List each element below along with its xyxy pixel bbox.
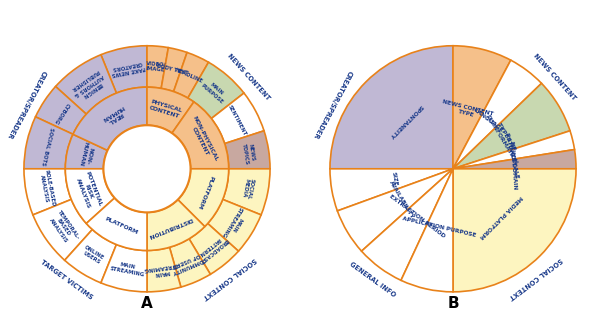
Wedge shape (65, 169, 115, 223)
Text: A: A (141, 297, 153, 311)
Text: NON-PHYSICAL
CONTENT: NON-PHYSICAL CONTENT (187, 116, 219, 165)
Text: GENERAL INFO: GENERAL INFO (348, 261, 397, 299)
Wedge shape (453, 150, 576, 169)
Wedge shape (65, 134, 107, 169)
Wedge shape (453, 60, 542, 169)
Text: NEWS
TOPICS: NEWS TOPICS (241, 141, 255, 164)
Text: TARGET VICTIMS: TARGET VICTIMS (39, 259, 94, 301)
Text: CREATOR/SPREADER: CREATOR/SPREADER (311, 69, 352, 140)
Wedge shape (147, 247, 181, 292)
Text: NON-
HUMAN: NON- HUMAN (78, 141, 94, 168)
Wedge shape (211, 93, 264, 144)
Text: BROADCAST
PATTERN: BROADCAST PATTERN (194, 233, 229, 264)
Wedge shape (189, 223, 238, 274)
Wedge shape (103, 125, 191, 213)
Wedge shape (223, 169, 270, 215)
Text: EXTRACTION PERIOD: EXTRACTION PERIOD (388, 194, 446, 239)
Text: FAKE NEWS
CREATORS: FAKE NEWS CREATORS (110, 60, 145, 77)
Text: VIDEO/
IMAGE: VIDEO/ IMAGE (145, 61, 167, 73)
Wedge shape (147, 87, 194, 133)
Wedge shape (208, 199, 261, 251)
Wedge shape (453, 46, 511, 169)
Wedge shape (147, 46, 169, 88)
Text: COMMUNITY
OF USERS: COMMUNITY OF USERS (168, 251, 206, 275)
Wedge shape (101, 46, 147, 93)
Wedge shape (224, 131, 270, 169)
Wedge shape (24, 169, 71, 215)
Wedge shape (330, 46, 453, 169)
Wedge shape (401, 169, 453, 292)
Text: SIZE: SIZE (390, 172, 398, 187)
Wedge shape (86, 198, 147, 251)
Text: SOCIAL BOTS: SOCIAL BOTS (40, 126, 54, 165)
Text: ONLINE
USERS: ONLINE USERS (80, 245, 105, 266)
Wedge shape (362, 169, 453, 280)
Text: REAL
HUMAN: REAL HUMAN (100, 105, 127, 127)
Wedge shape (161, 48, 187, 92)
Wedge shape (35, 86, 86, 134)
Wedge shape (188, 62, 244, 118)
Text: TEMPORAL-
BASED
ANALYSIS: TEMPORAL- BASED ANALYSIS (46, 209, 80, 246)
Wedge shape (56, 55, 116, 114)
Text: ROLE-BASED
ANALYSIS: ROLE-BASED ANALYSIS (38, 169, 55, 208)
Text: HEADLINE: HEADLINE (174, 67, 203, 84)
Text: POTENTIAL
RISK
ANALYSIS: POTENTIAL RISK ANALYSIS (74, 171, 103, 212)
Text: PLATFORM: PLATFORM (104, 216, 139, 236)
Text: NEWS CONTENT: NEWS CONTENT (533, 53, 577, 101)
Text: LANGUAGE: LANGUAGE (473, 108, 505, 134)
Text: SOCIAL CONTEXT: SOCIAL CONTEXT (202, 257, 257, 300)
Text: B: B (447, 297, 459, 311)
Wedge shape (147, 200, 205, 251)
Text: DISTRIBUTION: DISTRIBUTION (148, 216, 193, 238)
Wedge shape (170, 239, 211, 287)
Text: MAIN
PURPOSE: MAIN PURPOSE (200, 78, 228, 105)
Text: RATING SCALE: RATING SCALE (503, 132, 519, 179)
Wedge shape (73, 87, 147, 150)
Text: MAIN
STREAMING: MAIN STREAMING (220, 205, 248, 241)
Text: NEWS CONTENT: NEWS CONTENT (227, 53, 271, 101)
Text: NEWS DOMAIN: NEWS DOMAIN (509, 140, 517, 189)
Text: PHYSICAL
CONTENT: PHYSICAL CONTENT (148, 99, 182, 119)
Text: MAIN
STREAMING: MAIN STREAMING (109, 260, 146, 278)
Text: SENTIMENT: SENTIMENT (227, 105, 248, 137)
Wedge shape (172, 102, 229, 169)
Wedge shape (337, 169, 453, 251)
Text: NEWS CONTENT
TYPE: NEWS CONTENT TYPE (441, 99, 494, 122)
Wedge shape (453, 131, 575, 169)
Wedge shape (101, 245, 147, 292)
Wedge shape (65, 229, 116, 283)
Wedge shape (173, 53, 209, 98)
Text: CREATOR/SPREADER: CREATOR/SPREADER (5, 69, 46, 140)
Text: AVAILABILITY: AVAILABILITY (388, 180, 415, 219)
Text: PLATFORM: PLATFORM (196, 175, 214, 210)
Text: APPLICATION PURPOSE: APPLICATION PURPOSE (402, 216, 477, 238)
Text: BODY TEXT: BODY TEXT (155, 63, 188, 76)
Wedge shape (453, 169, 576, 292)
Text: CYBORG: CYBORG (52, 102, 70, 125)
Wedge shape (33, 199, 92, 260)
Wedge shape (24, 117, 73, 169)
Wedge shape (330, 169, 453, 211)
Wedge shape (453, 83, 570, 169)
Text: MEDIA PLATFORM: MEDIA PLATFORM (478, 194, 523, 239)
Text: MAIN
STREAMING: MAIN STREAMING (143, 262, 179, 278)
Wedge shape (178, 169, 229, 226)
Text: SOCIAL CONTEXT: SOCIAL CONTEXT (508, 257, 563, 300)
Text: BENIGN
AUTHORS &
PUBLISHER: BENIGN AUTHORS & PUBLISHER (69, 68, 107, 102)
Text: SOCIAL
MEDIA: SOCIAL MEDIA (240, 177, 255, 200)
Text: SPONTANEITY: SPONTANEITY (388, 103, 423, 139)
Text: TYPES OF
DISINFORMATION: TYPES OF DISINFORMATION (485, 111, 524, 165)
